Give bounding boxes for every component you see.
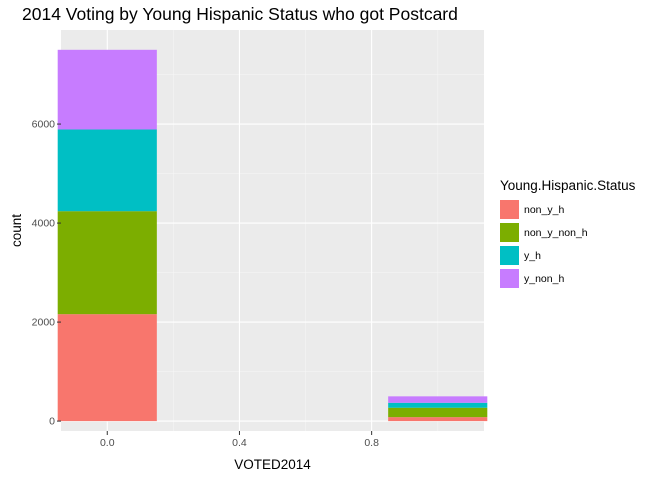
y-tick-label: 2000 xyxy=(32,317,56,329)
x-tick-label: 0.8 xyxy=(364,437,379,449)
bar-y_non_h-1 xyxy=(388,396,488,403)
legend-key-y_h xyxy=(500,246,519,265)
bar-non_y_h-1 xyxy=(388,417,488,422)
legend-item-y_non_h: y_non_h xyxy=(500,267,635,290)
legend-item-y_h: y_h xyxy=(500,244,635,267)
bar-y_h-0 xyxy=(57,129,157,212)
legend-item-non_y_non_h: non_y_non_h xyxy=(500,221,635,244)
y-tick-label: 4000 xyxy=(32,218,56,230)
legend-item-non_y_h: non_y_h xyxy=(500,198,635,221)
bar-layer xyxy=(57,49,488,422)
bar-y_h-1 xyxy=(388,402,488,408)
legend-key-non_y_h xyxy=(500,200,519,219)
minor-gridlines xyxy=(61,30,484,431)
legend-title: Young.Hispanic.Status xyxy=(500,178,636,193)
legend-label-y_h: y_h xyxy=(524,249,541,262)
legend-label-y_non_h: y_non_h xyxy=(524,272,565,285)
y-tick-label: 6000 xyxy=(32,119,56,131)
y-axis-label: count xyxy=(9,214,24,247)
bar-non_y_non_h-0 xyxy=(57,211,157,315)
bar-y_non_h-0 xyxy=(57,49,157,130)
legend-key-non_y_non_h xyxy=(500,223,519,242)
y-tick-label: 0 xyxy=(49,416,55,428)
legend: Young.Hispanic.Status non_y_h non_y_non_h… xyxy=(500,178,635,290)
x-tick-label: 0.4 xyxy=(232,437,247,449)
legend-label-non_y_h: non_y_h xyxy=(524,203,565,216)
x-axis: 0.0 0.4 0.8 xyxy=(100,431,379,449)
legend-label-non_y_non_h: non_y_non_h xyxy=(524,226,588,239)
y-axis: 0 2000 4000 6000 xyxy=(32,119,61,428)
legend-items: non_y_h non_y_non_h y_h y_non_h xyxy=(500,198,635,290)
legend-key-y_non_h xyxy=(500,269,519,288)
bar-non_y_non_h-1 xyxy=(388,407,488,418)
x-axis-label: VOTED2014 xyxy=(234,457,311,472)
x-tick-label: 0.0 xyxy=(100,437,115,449)
chart-title: 2014 Voting by Young Hispanic Status who… xyxy=(22,4,458,24)
bar-non_y_h-0 xyxy=(57,314,157,422)
